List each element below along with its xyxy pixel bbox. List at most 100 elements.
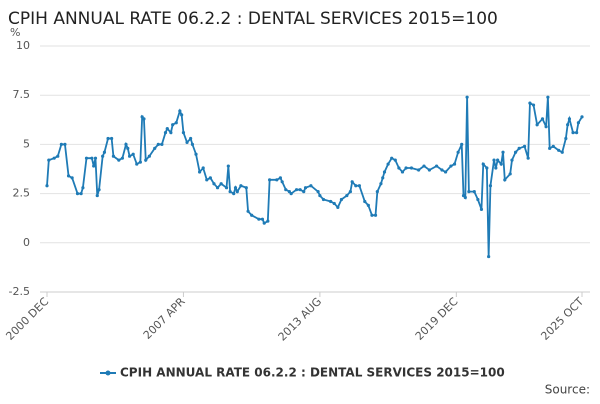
point	[422, 164, 426, 168]
legend-label: CPIH ANNUAL RATE 06.2.2 : DENTAL SERVICE…	[120, 366, 505, 380]
point	[508, 172, 512, 176]
point	[212, 182, 216, 186]
point	[93, 156, 98, 160]
x-tick-label: 2025 OCT	[538, 295, 586, 343]
point	[499, 162, 503, 166]
point	[268, 178, 272, 182]
legend-marker	[105, 370, 111, 376]
y-tick-label: -2.5	[9, 285, 30, 298]
point	[476, 197, 480, 202]
point	[84, 156, 89, 160]
point	[329, 199, 333, 204]
point	[434, 164, 439, 168]
point	[232, 192, 236, 196]
point	[101, 154, 105, 158]
point	[147, 154, 151, 158]
point	[59, 142, 63, 146]
point	[427, 168, 431, 172]
point	[278, 176, 282, 180]
point	[215, 186, 220, 190]
point	[131, 152, 135, 156]
point	[153, 146, 157, 150]
point	[257, 217, 261, 221]
point	[224, 186, 229, 190]
point	[126, 146, 130, 150]
y-axis-label: %	[10, 26, 20, 39]
point	[56, 154, 60, 158]
point	[522, 144, 527, 148]
y-tick-label: 5	[23, 137, 30, 150]
point	[205, 178, 209, 182]
point	[262, 221, 266, 225]
point	[208, 176, 212, 180]
x-tick-label: 2000 DEC	[3, 295, 51, 343]
point	[544, 125, 548, 129]
point	[235, 190, 239, 194]
point	[339, 197, 344, 202]
point	[540, 117, 545, 121]
point	[233, 186, 238, 190]
point	[120, 156, 125, 160]
point	[479, 207, 484, 211]
point	[47, 158, 51, 162]
source-label: Source:	[545, 383, 590, 397]
point	[246, 209, 250, 213]
point	[169, 130, 173, 135]
point	[70, 176, 74, 180]
point	[417, 168, 421, 172]
point	[503, 178, 507, 182]
point	[318, 193, 322, 198]
point	[551, 144, 555, 148]
y-tick-label: 10	[16, 39, 30, 52]
point	[185, 140, 189, 145]
point	[266, 219, 270, 223]
point	[302, 190, 306, 194]
point	[160, 142, 164, 146]
point	[198, 170, 202, 174]
y-tick-label: 0	[23, 236, 30, 249]
point	[510, 158, 514, 162]
point	[316, 190, 320, 194]
y-tick-label: 2.5	[13, 187, 31, 200]
point	[63, 142, 67, 146]
point	[163, 130, 168, 135]
point	[117, 158, 121, 162]
point	[571, 130, 575, 135]
point	[580, 115, 584, 119]
point	[45, 184, 49, 188]
point	[275, 178, 279, 182]
chart-title: CPIH ANNUAL RATE 06.2.2 : DENTAL SERVICE…	[8, 9, 498, 29]
point	[513, 150, 518, 154]
point	[472, 190, 476, 194]
point	[92, 164, 96, 168]
point	[492, 158, 496, 162]
point	[201, 166, 205, 170]
point	[546, 95, 550, 99]
point	[97, 188, 101, 192]
point	[138, 160, 142, 164]
point	[409, 166, 414, 170]
point	[526, 156, 530, 160]
point	[102, 150, 107, 154]
point	[560, 150, 564, 154]
point	[336, 205, 340, 209]
point	[487, 254, 491, 259]
point	[189, 136, 193, 141]
point	[81, 186, 85, 190]
point	[566, 123, 570, 127]
point	[357, 184, 361, 188]
point	[494, 166, 498, 170]
point	[226, 164, 230, 168]
point	[180, 113, 184, 117]
point	[354, 184, 358, 188]
point	[463, 195, 467, 200]
point	[404, 166, 408, 170]
point	[142, 117, 146, 121]
point	[449, 164, 453, 168]
point	[397, 166, 401, 170]
point	[294, 188, 299, 192]
point	[379, 182, 383, 186]
point	[309, 184, 313, 188]
point	[135, 162, 139, 166]
